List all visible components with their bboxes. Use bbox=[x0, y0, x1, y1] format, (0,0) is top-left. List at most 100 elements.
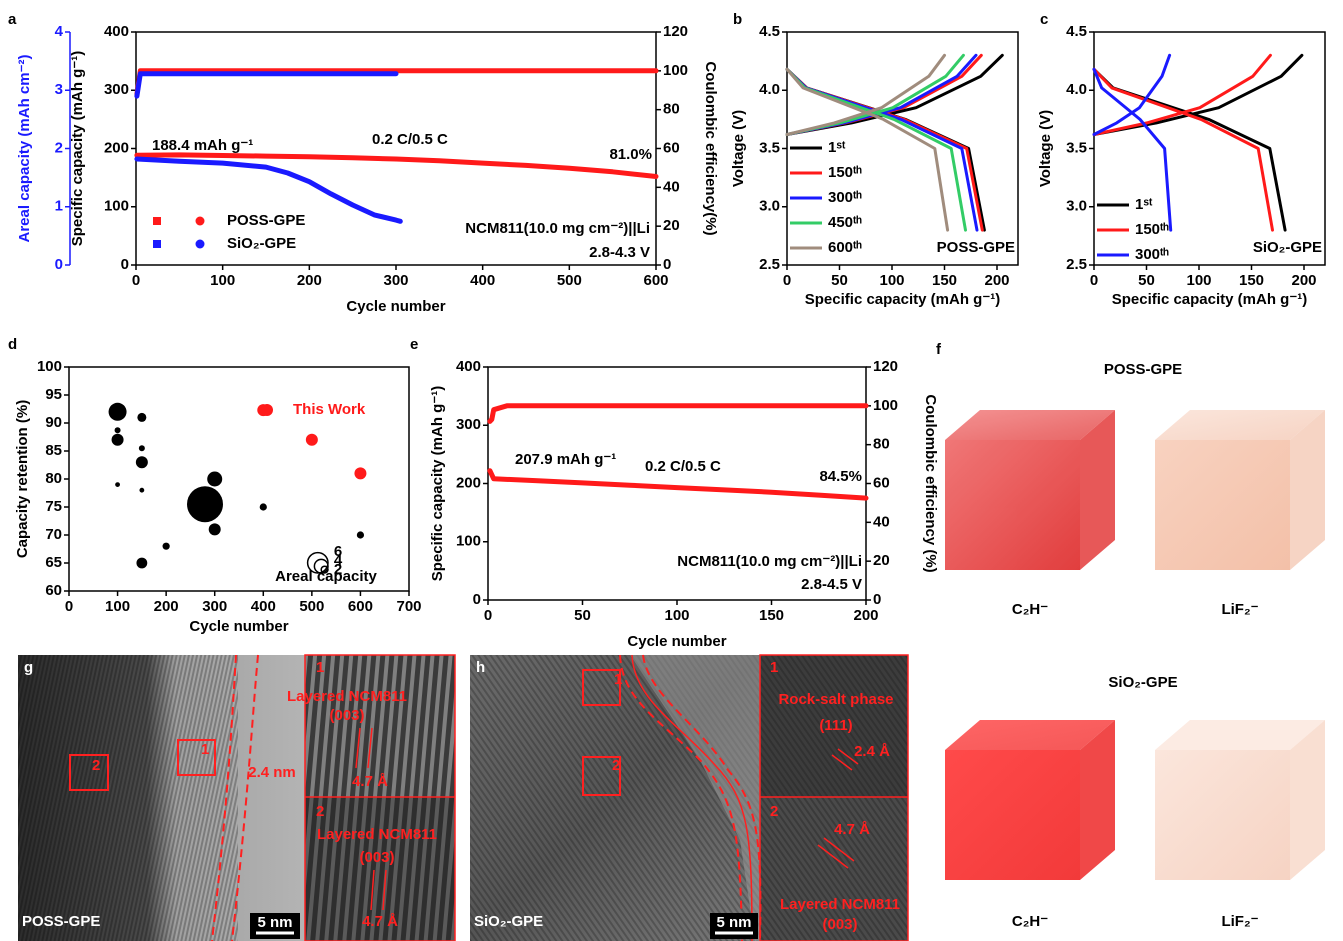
inset-phase: Layered NCM811 bbox=[317, 826, 437, 843]
inset-spacing: 4.7 Å bbox=[362, 913, 398, 930]
y2-tick-label: 0 bbox=[873, 591, 881, 608]
y2-tick-label: 40 bbox=[663, 178, 680, 195]
y-tick-label: 100 bbox=[104, 198, 129, 215]
scale-bar: 5 nm bbox=[716, 914, 751, 931]
box-label: 1 bbox=[614, 671, 622, 688]
bubble bbox=[139, 445, 145, 451]
y2-tick-label: 120 bbox=[663, 23, 688, 40]
x-tick-label: 200 bbox=[154, 598, 179, 615]
y-axis-label: Capacity retention (%) bbox=[14, 400, 31, 558]
bubble bbox=[354, 467, 366, 479]
y-tick-label: 70 bbox=[45, 526, 62, 543]
x-tick-label: 400 bbox=[251, 598, 276, 615]
x-tick-label: 300 bbox=[202, 598, 227, 615]
x-tick-label: 100 bbox=[105, 598, 130, 615]
annotation: 207.9 mAh g⁻¹ bbox=[515, 451, 616, 468]
bubble bbox=[136, 558, 147, 569]
bubble bbox=[163, 543, 170, 550]
x-tick-label: 0 bbox=[1090, 272, 1098, 289]
legend-marker bbox=[153, 240, 161, 248]
series-line bbox=[490, 406, 866, 422]
panel-letter: g bbox=[24, 659, 33, 676]
inset-number: 1 bbox=[770, 659, 778, 676]
legend-marker bbox=[196, 240, 205, 249]
x-tick-label: 0 bbox=[132, 272, 140, 289]
y-tick-label: 4.5 bbox=[759, 23, 780, 40]
inset-number: 2 bbox=[770, 803, 778, 820]
y2-tick-label: 20 bbox=[663, 217, 680, 234]
y-axis-label: Voltage (V) bbox=[730, 110, 747, 187]
inset-spacing: 4.7 Å bbox=[834, 821, 870, 838]
legend-label: 450ᵗʰ bbox=[828, 214, 862, 231]
annotation: NCM811(10.0 mg cm⁻²)||Li bbox=[677, 553, 862, 570]
panel-letter: e bbox=[410, 336, 418, 353]
sample-label: POSS-GPE bbox=[22, 913, 100, 930]
y-tick-label: 90 bbox=[45, 414, 62, 431]
x-tick-label: 200 bbox=[1291, 272, 1316, 289]
y2-tick-label: 100 bbox=[873, 397, 898, 414]
bubble bbox=[209, 523, 221, 535]
panel-f: f POSS-GPE C₂H⁻ LiF₂⁻ SiO₂-GPE C₂H⁻ LiF₂… bbox=[936, 341, 1325, 930]
y2-axis-label: Coulombic efficiency (%) bbox=[922, 394, 939, 572]
legend-label: 1ˢᵗ bbox=[828, 139, 846, 156]
bubble bbox=[109, 403, 127, 421]
x-tick-label: 50 bbox=[574, 607, 591, 624]
inset-plane: (003) bbox=[822, 916, 857, 933]
panel-letter: d bbox=[8, 336, 17, 353]
x-axis-label: Cycle number bbox=[189, 618, 288, 635]
y3-tick-label: 4 bbox=[55, 23, 64, 40]
panel-h: 1 2 h 1 Rock-salt phase (111) 2.4 Å 2 4.… bbox=[470, 655, 908, 941]
y2-tick-label: 80 bbox=[873, 436, 890, 453]
x-tick-label: 700 bbox=[396, 598, 421, 615]
annotation: POSS-GPE bbox=[937, 239, 1015, 256]
series-line bbox=[137, 74, 396, 96]
panel-g: 2 1 2.4 nm g 1 Layered NCM811 (003) 4.7 … bbox=[18, 655, 455, 941]
y-tick-label: 3.0 bbox=[1066, 198, 1087, 215]
legend-label: 300ᵗʰ bbox=[1135, 246, 1169, 263]
inset-spacing: 4.7 Å bbox=[352, 773, 388, 790]
inset-plane: (111) bbox=[819, 717, 852, 734]
series-line bbox=[787, 55, 977, 230]
annotation: 0.2 C/0.5 C bbox=[645, 458, 721, 475]
annotation: 0.2 C/0.5 C bbox=[372, 131, 448, 148]
annotation: SiO₂-GPE bbox=[1253, 239, 1322, 256]
annotation: NCM811(10.0 mg cm⁻²)||Li bbox=[465, 220, 650, 237]
panel-letter: f bbox=[936, 341, 942, 358]
y-tick-label: 95 bbox=[45, 386, 62, 403]
annotation: 2.8-4.5 V bbox=[801, 576, 862, 593]
x-tick-label: 100 bbox=[879, 272, 904, 289]
x-tick-label: 50 bbox=[1138, 272, 1155, 289]
x-tick-label: 400 bbox=[470, 272, 495, 289]
x-tick-label: 500 bbox=[299, 598, 324, 615]
inset-phase: Layered NCM811 bbox=[287, 688, 407, 705]
legend-marker bbox=[261, 404, 273, 416]
cube bbox=[945, 720, 1115, 880]
panel-letter: a bbox=[8, 11, 17, 28]
group-title: SiO₂-GPE bbox=[1108, 674, 1177, 691]
y3-axis-label: Areal capacity (mAh cm⁻²) bbox=[16, 55, 33, 243]
y-tick-label: 100 bbox=[456, 533, 481, 550]
x-axis-label: Cycle number bbox=[346, 298, 445, 315]
bubble bbox=[115, 427, 121, 433]
x-tick-label: 150 bbox=[759, 607, 784, 624]
annotation: 81.0% bbox=[609, 146, 652, 163]
legend-label: 300ᵗʰ bbox=[828, 189, 862, 206]
x-tick-label: 150 bbox=[932, 272, 957, 289]
series-line bbox=[787, 55, 1002, 230]
panel-letter: c bbox=[1040, 11, 1048, 28]
series-line bbox=[787, 55, 948, 230]
y-tick-label: 4.0 bbox=[1066, 81, 1087, 98]
size-legend-title: Areal capacity bbox=[275, 568, 377, 585]
inset-number: 2 bbox=[316, 803, 324, 820]
y3-tick-label: 0 bbox=[55, 256, 63, 273]
y2-tick-label: 40 bbox=[873, 513, 890, 530]
y-tick-label: 65 bbox=[45, 554, 62, 571]
x-tick-label: 100 bbox=[664, 607, 689, 624]
legend-label: POSS-GPE bbox=[227, 212, 305, 229]
x-tick-label: 50 bbox=[831, 272, 848, 289]
y-tick-label: 75 bbox=[45, 498, 62, 515]
series-line bbox=[137, 155, 656, 177]
legend-marker bbox=[196, 217, 205, 226]
bubble bbox=[112, 434, 124, 446]
y-axis-label: Specific capacity (mAh g⁻¹) bbox=[429, 386, 446, 581]
